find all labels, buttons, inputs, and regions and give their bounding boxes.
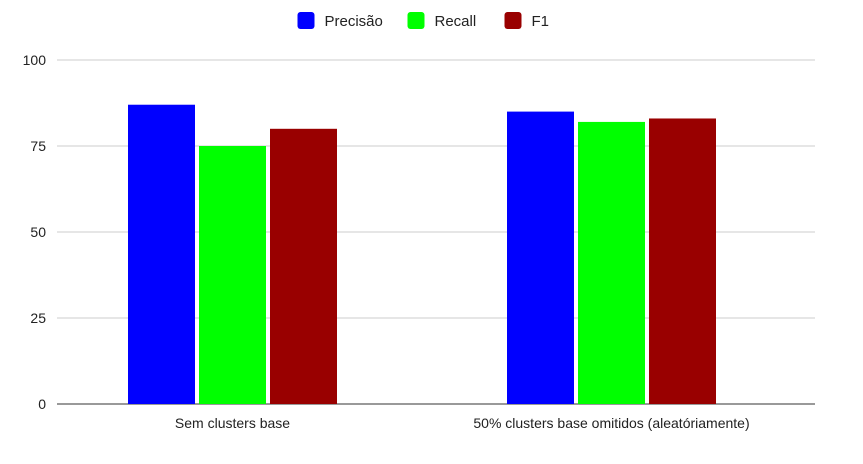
y-tick-label: 75	[30, 138, 46, 154]
legend-swatch	[504, 12, 522, 29]
y-tick-label: 0	[38, 396, 46, 412]
legend-swatch	[297, 12, 315, 29]
legend-label: Precisão	[325, 13, 383, 30]
y-tick-label: 25	[30, 310, 46, 326]
x-axis-ticks: Sem clusters base 50% clusters base omiti…	[175, 415, 750, 431]
legend-label: Recall	[435, 13, 477, 30]
legend-item: F1	[504, 12, 550, 30]
x-tick-label: 50% clusters base omitidos (aleatóriamen…	[473, 415, 749, 431]
bar-recall-1	[578, 121, 645, 405]
bar-f1-0	[270, 128, 337, 405]
bar-recall-0	[199, 146, 266, 404]
legend-item: Precisão	[297, 12, 383, 30]
y-tick-label: 100	[23, 52, 47, 68]
bar-precis-o-0	[128, 104, 195, 404]
legend-item: Recall	[407, 12, 477, 30]
x-tick-label: Sem clusters base	[175, 415, 290, 431]
bars	[128, 104, 716, 405]
y-tick-label: 50	[30, 224, 46, 240]
bar-precis-o-1	[507, 111, 574, 404]
legend-swatch	[407, 12, 425, 29]
bar-f1-1	[649, 118, 716, 404]
legend-label: F1	[532, 13, 550, 30]
y-axis-ticks: 0 25 50 75 100	[23, 52, 47, 412]
legend: Precisão Recall F1	[297, 12, 550, 30]
